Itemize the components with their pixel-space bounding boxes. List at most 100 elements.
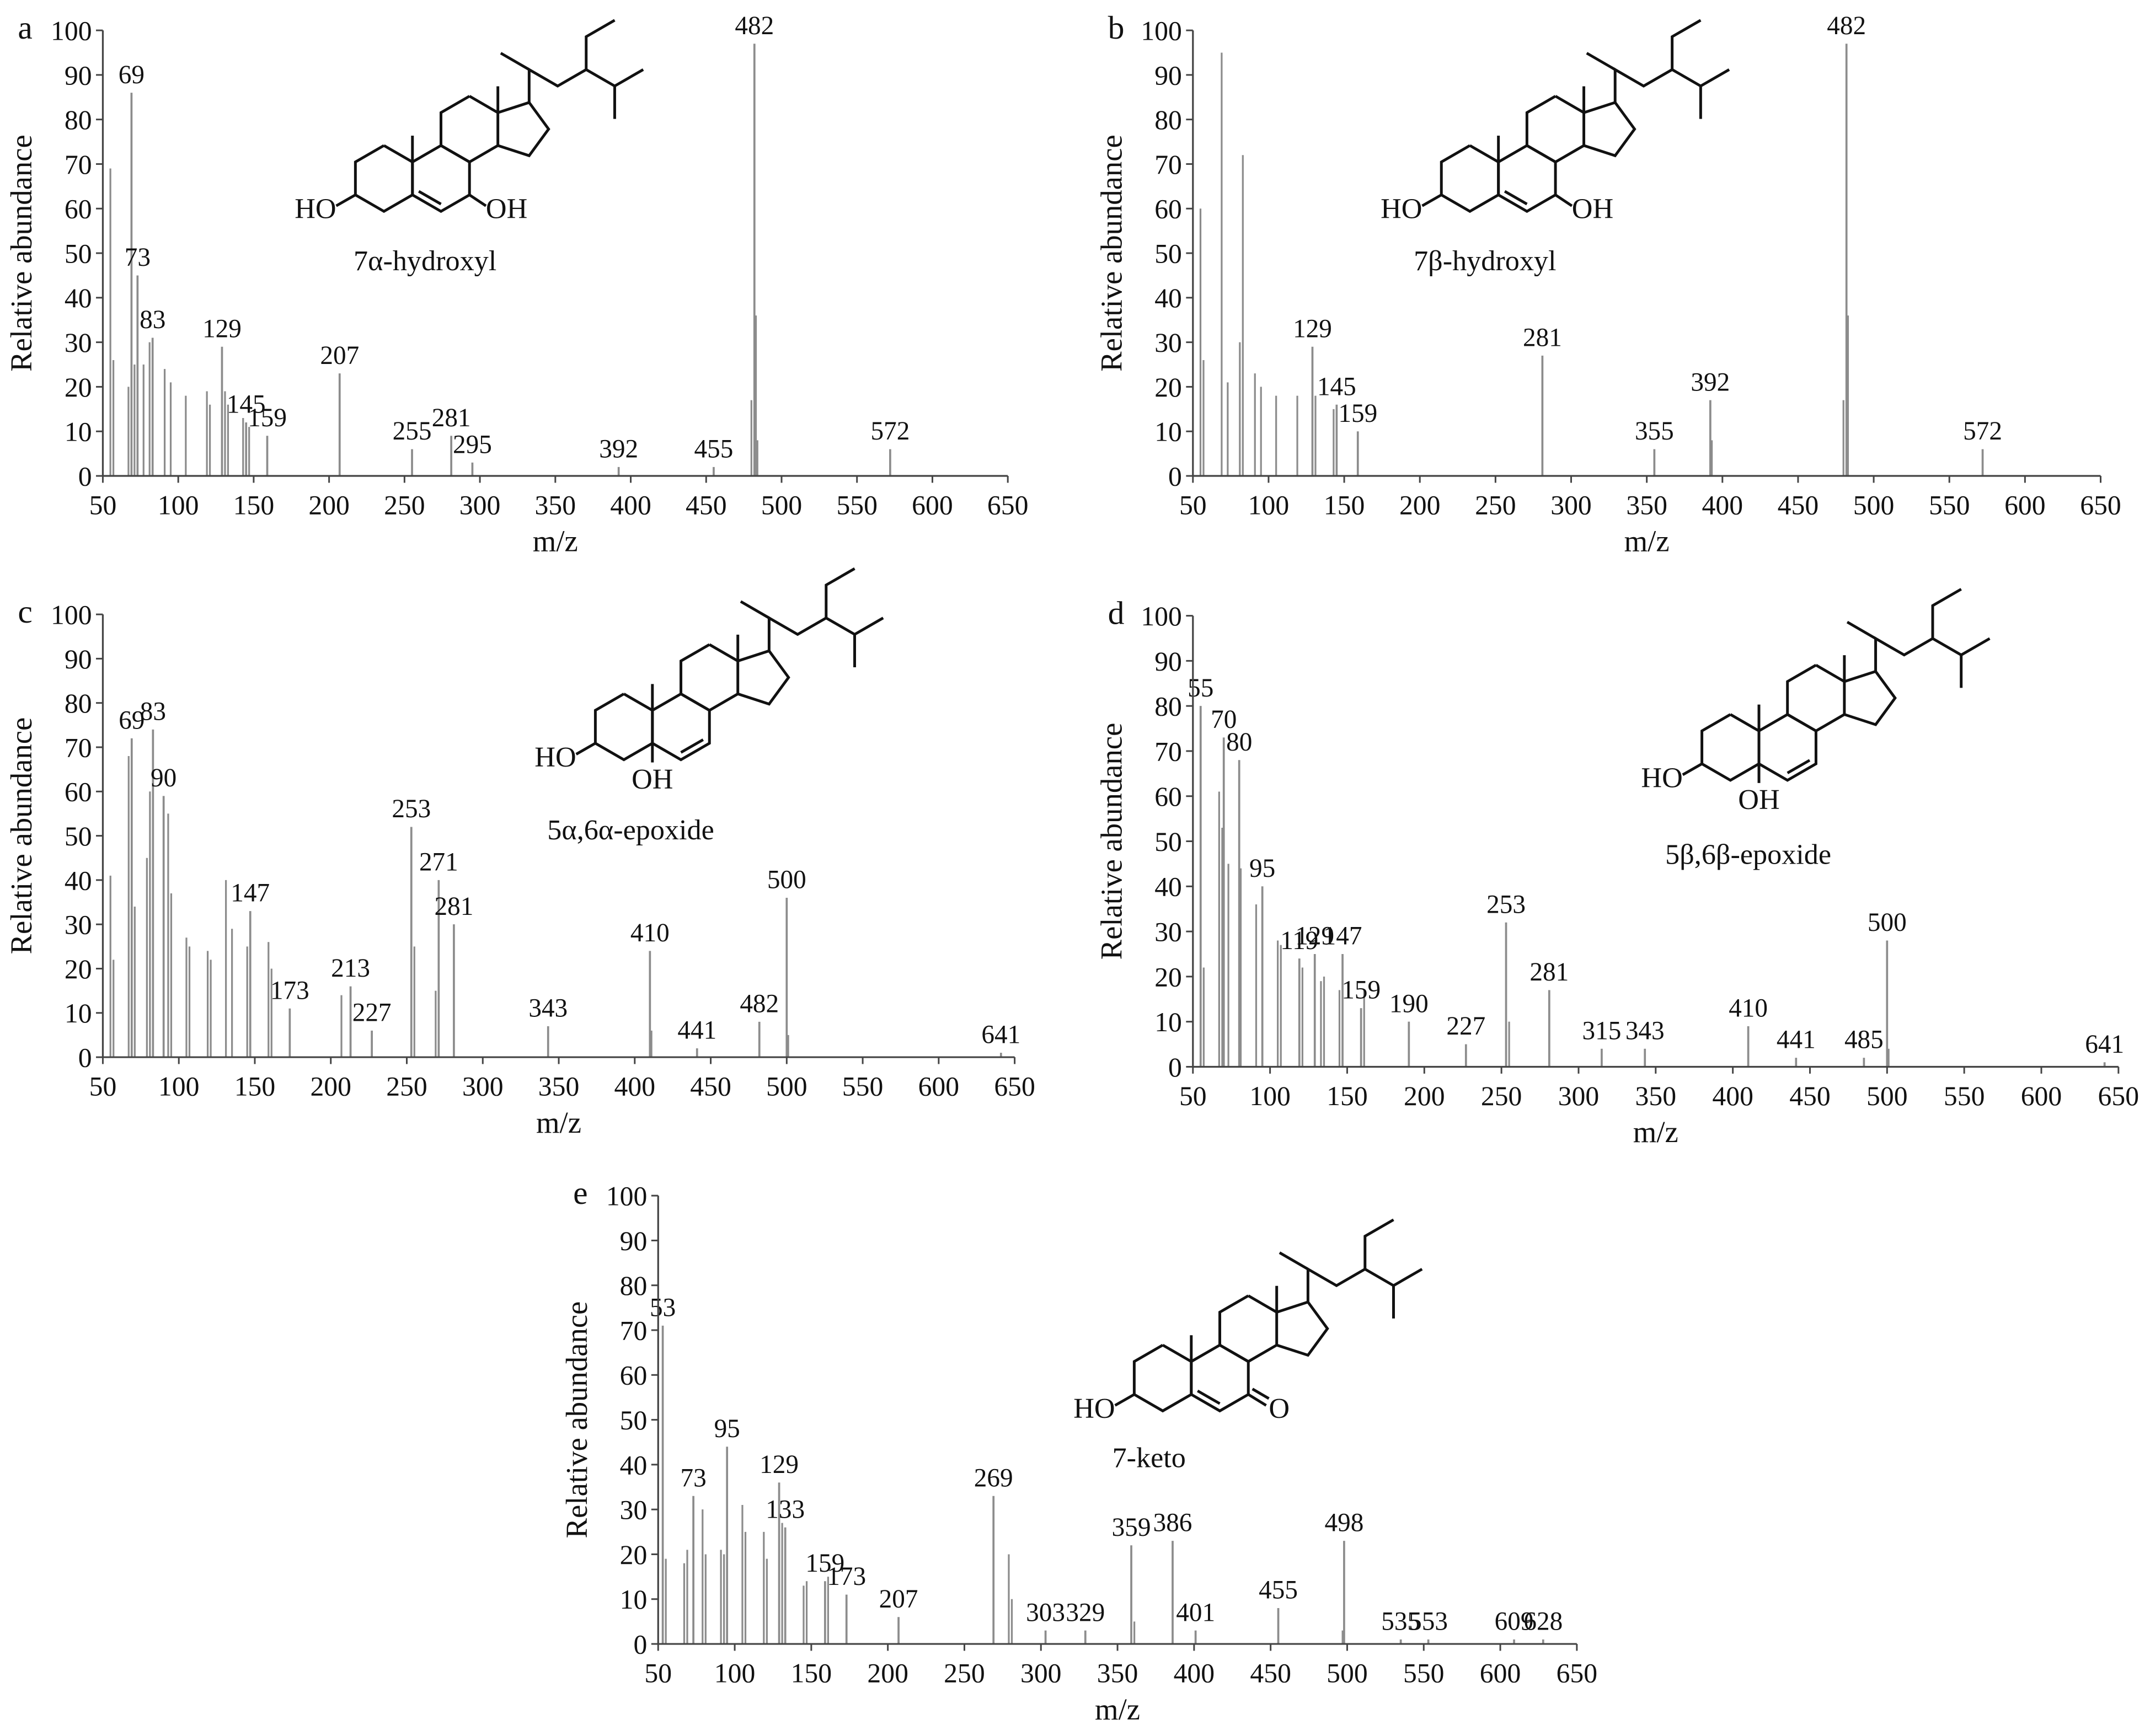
peak-label: 129: [202, 314, 242, 343]
x-axis-label: m/z: [536, 1106, 581, 1139]
y-tick-label: 70: [1154, 736, 1182, 767]
peak-label: 69: [119, 61, 145, 89]
y-tick-label: 40: [620, 1450, 648, 1480]
ring: [593, 693, 654, 762]
x-tick-label: 100: [158, 1071, 200, 1102]
compound-name: 7α-hydroxyl: [354, 245, 496, 277]
peak-label: 271: [419, 848, 458, 876]
peak-label: 253: [392, 795, 431, 823]
y-tick-label: 10: [65, 417, 92, 447]
bond: [1554, 194, 1573, 207]
structure-label: HO: [1381, 193, 1422, 225]
y-tick-label: 90: [65, 60, 92, 90]
peak-label: 343: [1625, 1016, 1665, 1045]
y-tick-label: 70: [620, 1315, 648, 1346]
peak-label: 410: [630, 919, 670, 947]
x-tick-label: 200: [867, 1658, 908, 1689]
x-tick-label: 600: [1480, 1658, 1521, 1689]
x-tick-label: 450: [690, 1071, 731, 1102]
y-tick-label: 70: [1154, 149, 1182, 180]
y-tick-label: 50: [1154, 827, 1182, 857]
side-chain: [854, 617, 884, 636]
peak-label: 145: [1317, 372, 1356, 401]
x-tick-label: 550: [842, 1071, 884, 1102]
double-bond: [418, 190, 442, 206]
y-tick-label: 70: [65, 732, 92, 763]
side-chain: [585, 19, 616, 70]
y-tick-label: 100: [51, 15, 92, 46]
y-tick-label: 90: [620, 1226, 648, 1256]
y-tick-label: 60: [65, 194, 92, 224]
x-tick-label: 150: [1327, 1081, 1368, 1111]
x-tick-label: 650: [1557, 1658, 1598, 1689]
peak-label: 55: [1188, 674, 1213, 703]
y-axis-label: Relative abundance: [4, 717, 38, 955]
y-tick-label: 100: [1141, 601, 1182, 631]
peak-label: 295: [453, 430, 492, 459]
y-tick-label: 0: [1168, 1052, 1182, 1083]
x-tick-label: 200: [1404, 1081, 1445, 1111]
x-tick-label: 50: [644, 1658, 672, 1689]
peak-label: 80: [1226, 728, 1252, 757]
y-tick-label: 30: [65, 910, 92, 940]
side-chain: [740, 600, 770, 619]
y-tick-label: 40: [1154, 283, 1182, 313]
x-tick-label: 50: [89, 1071, 117, 1102]
y-tick-label: 20: [620, 1540, 648, 1570]
side-chain: [1306, 1267, 1394, 1303]
side-chain: [500, 52, 530, 71]
peak-label: 173: [270, 976, 309, 1005]
peak-label: 213: [331, 954, 370, 983]
peak-label: 441: [677, 1016, 716, 1045]
y-tick-label: 20: [65, 372, 92, 403]
y-tick-label: 0: [1168, 461, 1182, 491]
peak-label: 83: [140, 306, 165, 334]
side-chain: [527, 67, 616, 103]
x-tick-label: 650: [994, 1071, 1035, 1102]
ring: [1844, 669, 1897, 726]
peak-label: 455: [694, 435, 734, 463]
y-tick-label: 10: [1154, 417, 1182, 447]
y-tick-label: 10: [620, 1584, 648, 1615]
peak-label: 147: [1323, 922, 1362, 951]
peak-label: 498: [1324, 1509, 1363, 1537]
y-tick-label: 50: [620, 1405, 648, 1435]
peak-label: 281: [1523, 323, 1562, 352]
double-bond: [1504, 190, 1528, 206]
x-tick-label: 550: [1944, 1081, 1985, 1111]
x-tick-label: 650: [2080, 490, 2121, 521]
peak-label: 253: [1486, 890, 1526, 919]
bond: [1682, 762, 1703, 776]
y-tick-label: 80: [620, 1271, 648, 1301]
y-axis-label: Relative abundance: [4, 135, 38, 372]
double-bond: [1787, 759, 1811, 774]
x-tick-label: 100: [1249, 1081, 1291, 1111]
x-tick-label: 150: [233, 490, 275, 521]
side-chain: [1586, 52, 1616, 71]
peak-label: 90: [151, 764, 177, 792]
ring: [1700, 713, 1761, 782]
x-tick-label: 300: [1550, 490, 1592, 521]
y-tick-label: 30: [1154, 917, 1182, 947]
peak-label: 133: [766, 1495, 805, 1524]
peak-label: 73: [681, 1464, 707, 1492]
peak-label: 83: [140, 697, 166, 726]
peak-label: 145: [227, 390, 266, 419]
peak-label: 410: [1729, 994, 1768, 1022]
x-tick-label: 550: [836, 490, 878, 521]
compound-name: 5β,6β-epoxide: [1665, 839, 1831, 871]
peak-label: 70: [1211, 705, 1237, 734]
peak-label: 392: [599, 435, 638, 463]
peak-label: 386: [1153, 1509, 1192, 1537]
side-chain: [1700, 68, 1730, 88]
ring: [411, 144, 471, 213]
structure-label: HO: [295, 193, 336, 225]
x-tick-label: 100: [1248, 490, 1290, 521]
y-tick-label: 60: [620, 1360, 648, 1391]
peak-label: 129: [760, 1450, 799, 1479]
ring: [1190, 1343, 1250, 1413]
peak-label: 482: [735, 12, 774, 40]
x-axis-label: m/z: [1095, 1692, 1140, 1726]
structure-label: OH: [1572, 193, 1613, 225]
